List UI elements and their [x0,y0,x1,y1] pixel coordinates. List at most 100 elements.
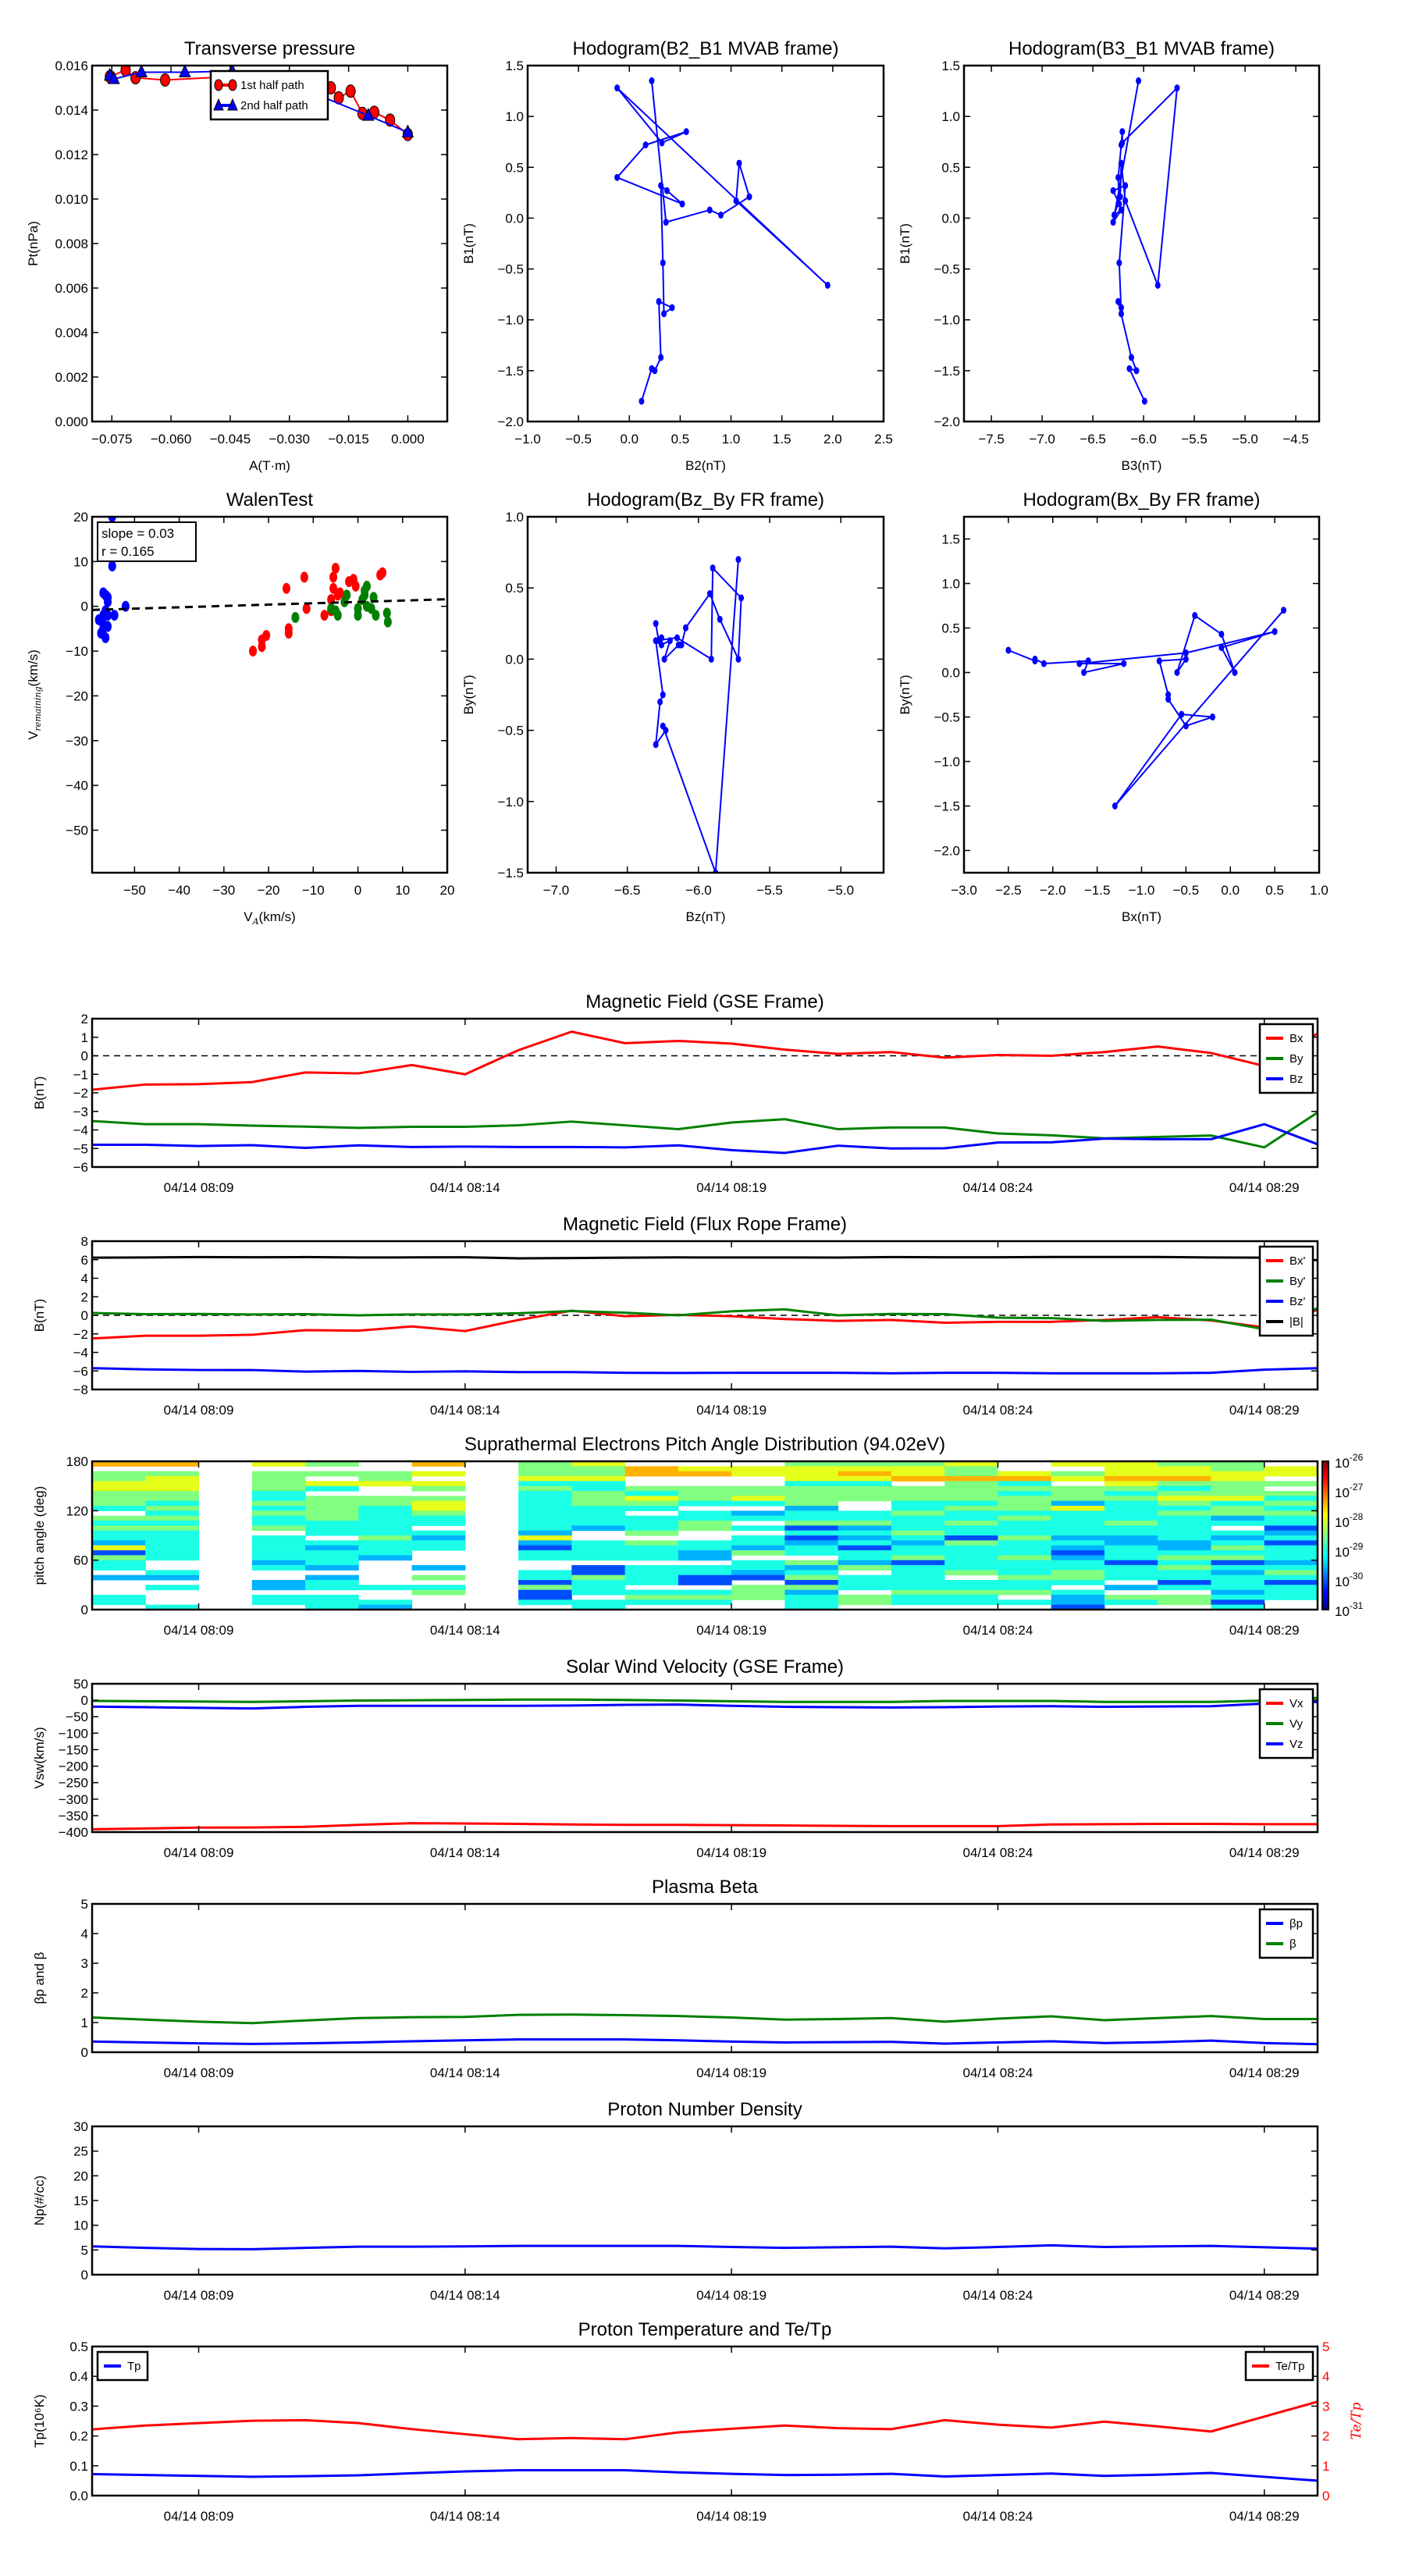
data-point [718,212,724,219]
heatmap-cell [571,1510,626,1517]
heatmap-cell [784,1535,839,1541]
data-point [351,580,360,592]
y-tick-label: 60 [73,1553,88,1568]
heatmap-cell [1264,1515,1318,1521]
plot-area [528,66,884,422]
x-tick-label: 04/14 08:19 [696,1845,767,1860]
heatmap-cell [624,1466,679,1472]
heatmap-cell [251,1471,306,1477]
data-point [735,655,742,663]
x-axis-label: Bz(nT) [686,909,726,924]
series-te-tp-line [92,2400,1318,2441]
chart-walen-test: WalenTest −50 −40 −30 −20 −10 0 10 20 −50 −40 −30 −2… [26,489,454,927]
heatmap-cell [1264,1481,1318,1487]
heatmap-cell [944,1555,998,1561]
axes-frame [962,64,1321,423]
heatmap-cell [358,1530,413,1536]
heatmap-cell [731,1466,785,1472]
heatmap-cell [518,1466,572,1472]
heatmap-cell [251,1545,306,1551]
heatmap-cell [358,1515,413,1521]
heatmap-cell [1211,1580,1265,1585]
y-tick-label: 1 [81,2016,88,2030]
chart-transverse-pressure: Transverse pressure 0.000 0.002 0.004 0.006 0… [26,38,449,473]
heatmap-cell [1211,1589,1265,1596]
heatmap-cell [998,1540,1052,1546]
heatmap-cell [251,1510,306,1517]
heatmap-cell [1104,1595,1158,1600]
heatmap-cell [891,1461,945,1467]
heatmap-cell [624,1471,679,1477]
y-tick-label: −250 [59,1776,88,1791]
data-point-triangle [108,70,120,84]
heatmap-cell [891,1500,945,1507]
heatmap-cell [1051,1515,1105,1521]
heatmap-cell [891,1530,945,1536]
x-tick-label: −0.5 [565,432,592,447]
x-tick-label: 04/14 08:24 [963,1623,1033,1638]
annotation-box [97,521,197,562]
heatmap-cell [998,1580,1052,1585]
heatmap-cell [145,1585,200,1591]
heatmap-cell [411,1535,466,1541]
heatmap-cell [1158,1580,1211,1585]
heatmap-cell [251,1525,306,1532]
heatmap-cell [731,1574,785,1581]
heatmap-cell [1264,1565,1318,1571]
heatmap-cell [1211,1510,1265,1517]
x-tick-label: −4.5 [1282,432,1309,447]
heatmap-cell [784,1589,839,1596]
heatmap-cell [838,1530,892,1536]
data-point [660,691,666,699]
heatmap-cell [731,1515,785,1521]
axes-frame [91,2125,1319,2276]
data-point [369,592,378,603]
y-tick-label-right: 3 [1322,2399,1329,2414]
data-point [652,367,658,375]
x-tick-label: 04/14 08:24 [963,2288,1033,2303]
x-tick-label: 04/14 08:09 [164,2509,234,2524]
plot-marks [92,517,447,657]
y-tick-label: −1.5 [934,364,960,379]
heatmap-cell [518,1461,572,1467]
heatmap-cell [731,1565,785,1571]
data-point [1110,219,1116,226]
data-point-triangle [179,66,191,78]
y-tick-label: 0.000 [55,415,88,429]
heatmap-cell [305,1510,359,1517]
data-point [1210,713,1215,720]
heatmap-cell [891,1574,945,1581]
plot-marks [1005,607,1286,809]
heatmap-cell [678,1599,732,1606]
heatmap-cell [838,1599,892,1606]
data-point [674,634,681,642]
heatmap-cell [678,1580,732,1585]
heatmap-cell [838,1580,892,1585]
y-tick-label-right: 1 [1322,2459,1329,2474]
y-tick-label: 10 [73,554,88,569]
y-tick-label: 0.0 [941,666,960,681]
heatmap-cell [1104,1500,1158,1507]
colorbar-base: 10 [1335,1545,1350,1560]
x-tick-label: 04/14 08:29 [1229,1845,1300,1860]
heatmap-cell [518,1540,572,1546]
label-sub: remaining [33,686,43,731]
y-tick-label-right: 4 [1322,2369,1329,2384]
plot-marks [92,1030,1318,1155]
heatmap-cell [571,1545,626,1551]
heatmap-cell [1211,1574,1265,1581]
y-tick-label: 2 [81,1290,88,1304]
heatmap-cell [1104,1521,1158,1526]
y-tick-label: 0.012 [55,148,88,162]
y-tick-label: 20 [73,510,88,525]
heatmap-cell [1211,1471,1265,1477]
heatmap-cell [1211,1500,1265,1507]
heatmap-cell [411,1500,466,1507]
heatmap-cell [998,1565,1052,1571]
y-tick-label-right: 0 [1322,2489,1329,2503]
x-tick-label: −7.5 [978,432,1005,447]
r-text: r = 0.165 [101,544,155,559]
y-tick-label: 0.014 [55,103,88,118]
heatmap-cell [784,1545,839,1551]
heatmap-cell [571,1491,626,1496]
